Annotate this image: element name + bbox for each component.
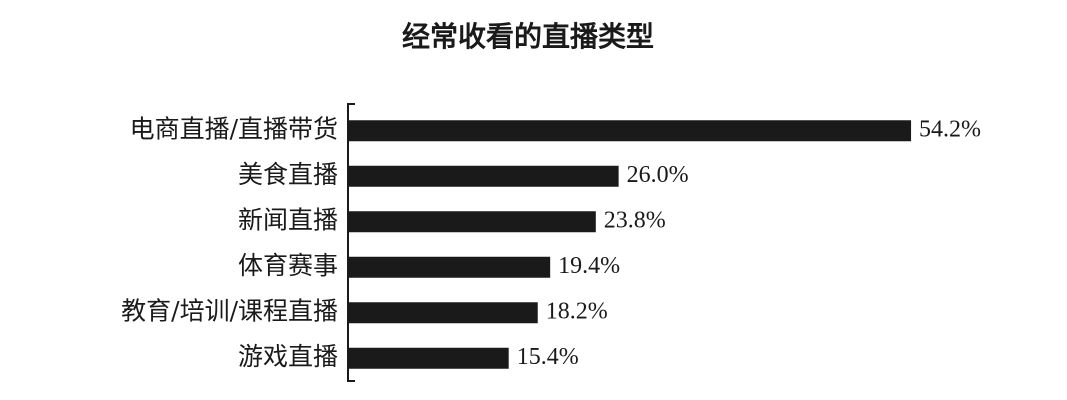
value-label: 23.8% <box>604 207 666 233</box>
category-label: 电商直播/直播带货 <box>130 114 338 143</box>
value-label: 26.0% <box>627 162 689 188</box>
bar <box>349 302 538 324</box>
value-label: 19.4% <box>558 253 620 279</box>
category-label: 美食直播 <box>238 160 338 189</box>
category-label: 游戏直播 <box>238 342 338 371</box>
bar <box>349 120 912 142</box>
category-label: 新闻直播 <box>238 205 338 234</box>
category-label: 体育赛事 <box>238 251 338 280</box>
chart-title: 经常收看的直播类型 <box>402 20 654 53</box>
bar <box>349 211 596 233</box>
value-label: 18.2% <box>546 298 608 324</box>
value-label: 54.2% <box>919 116 981 142</box>
category-label: 教育/培训/课程直播 <box>121 296 338 325</box>
bar <box>349 165 619 187</box>
value-label: 15.4% <box>517 344 579 370</box>
bar <box>349 347 509 369</box>
bar <box>349 256 551 278</box>
